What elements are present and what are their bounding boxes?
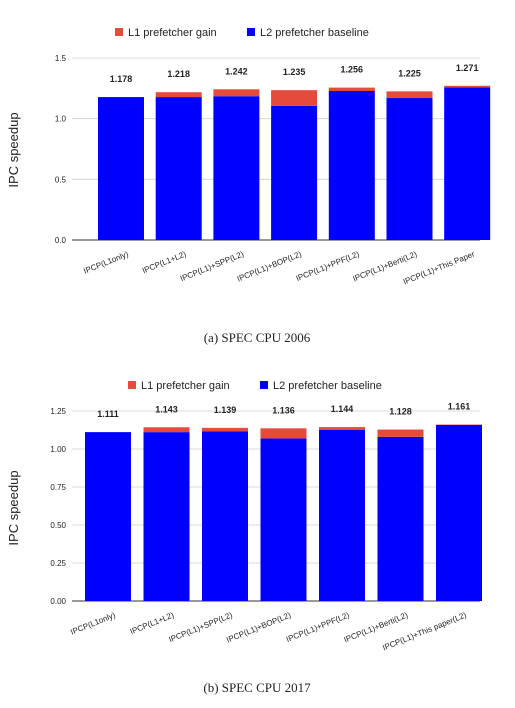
bar-baseline — [143, 432, 190, 601]
chart-2: L1 prefetcher gain L2 prefetcher baseline… — [6, 380, 482, 695]
data-label: 1.143 — [155, 404, 178, 414]
x-tick-label: IPCP(L1)+PPF(L2) — [295, 249, 361, 283]
legend: L1 prefetcher gain L2 prefetcher baseline — [115, 27, 369, 39]
x-tick-label: IPCP(L1)+BOP(L2) — [225, 610, 292, 644]
bar-gain — [155, 92, 202, 98]
bar-baseline — [271, 105, 318, 240]
bar-gain — [260, 428, 307, 439]
bar-gain — [213, 89, 260, 97]
y-tick-label: 0.00 — [50, 597, 66, 606]
bar-baseline — [319, 430, 365, 601]
data-label: 1.128 — [389, 407, 412, 417]
bar-baseline — [436, 424, 482, 601]
bar-gain — [271, 90, 318, 106]
legend-label: L1 prefetcher gain — [128, 27, 217, 39]
bar-gain — [143, 427, 190, 433]
figure-caption: (a) SPEC CPU 2006 — [204, 330, 311, 345]
bar-baseline — [202, 431, 248, 601]
bar-baseline — [85, 432, 131, 601]
bar-gain — [444, 85, 491, 88]
x-tick-label: IPCP(L1only) — [69, 610, 117, 636]
data-label: 1.136 — [272, 405, 295, 415]
bar-baseline — [260, 438, 307, 601]
bar-baseline — [444, 87, 491, 240]
x-tick-label: IPCP(L1)+PPF(L2) — [285, 610, 351, 644]
legend-swatch — [260, 381, 268, 389]
x-tick-label: IPCP(L1only) — [82, 249, 130, 275]
data-label: 1.111 — [97, 409, 119, 419]
x-tick-label: IPCP(L1)+SPP(L2) — [168, 610, 235, 644]
figure-caption: (b) SPEC CPU 2017 — [203, 680, 311, 695]
data-label: 1.225 — [398, 68, 421, 78]
legend-swatch — [128, 381, 136, 389]
bar-baseline — [386, 98, 433, 240]
bar-gain — [202, 427, 248, 432]
legend-label: L2 prefetcher baseline — [260, 27, 369, 39]
bar-gain — [386, 91, 433, 99]
x-tick-label: IPCP(L1)+SPP(L2) — [179, 249, 246, 283]
x-tick-label: IPCP(L1+L2) — [141, 249, 188, 275]
data-label: 1.271 — [456, 63, 479, 73]
data-label: 1.218 — [167, 69, 190, 79]
y-tick-label: 1.25 — [50, 407, 66, 416]
data-label: 1.235 — [283, 67, 306, 77]
legend: L1 prefetcher gain L2 prefetcher baseline — [128, 380, 382, 392]
y-tick-label: 0.0 — [55, 236, 67, 245]
y-tick-label: 1.00 — [50, 445, 66, 454]
legend-swatch — [247, 28, 255, 36]
bar-gain — [377, 429, 424, 437]
y-tick-label: 1.5 — [55, 54, 67, 63]
y-tick-label: 0.75 — [50, 483, 66, 492]
x-tick-label: IPCP(L1+L2) — [129, 610, 176, 636]
chart-1: L1 prefetcher gain L2 prefetcher baseline… — [6, 27, 491, 345]
data-label: 1.139 — [214, 405, 237, 415]
bar-baseline — [155, 97, 202, 240]
data-label: 1.178 — [110, 74, 133, 84]
bar-gain — [319, 427, 365, 430]
x-tick-label: IPCP(L1)+BOP(L2) — [236, 249, 303, 283]
y-tick-label: 0.5 — [55, 175, 67, 184]
bar-gain — [328, 87, 375, 92]
legend-swatch — [115, 28, 123, 36]
y-tick-label: 0.50 — [50, 521, 66, 530]
bar-baseline — [328, 91, 375, 240]
data-label: 1.256 — [341, 65, 364, 75]
data-label: 1.161 — [448, 402, 471, 412]
data-label: 1.144 — [331, 404, 354, 414]
bar-baseline — [213, 96, 260, 240]
bar-baseline — [377, 436, 424, 601]
y-tick-label: 0.25 — [50, 559, 66, 568]
legend-label: L1 prefetcher gain — [141, 380, 230, 392]
y-tick-label: 1.0 — [55, 115, 67, 124]
y-axis-label: IPC speedup — [6, 470, 21, 545]
bar-baseline — [98, 97, 144, 240]
data-label: 1.242 — [225, 66, 248, 76]
y-axis-label: IPC speedup — [6, 112, 21, 187]
legend-label: L2 prefetcher baseline — [273, 380, 382, 392]
